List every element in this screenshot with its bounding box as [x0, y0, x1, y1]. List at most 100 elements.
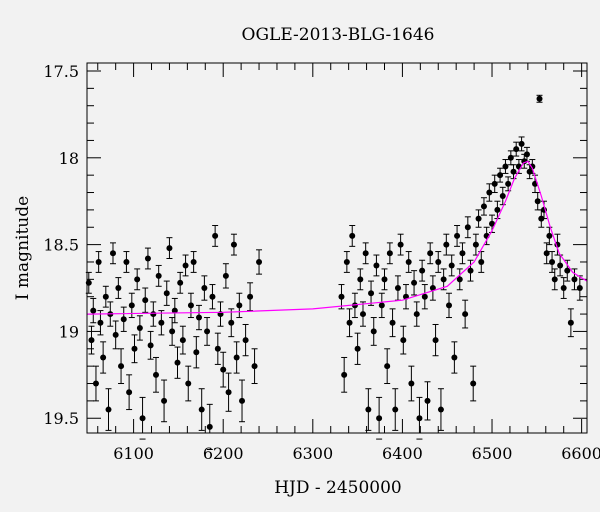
- data-point: [105, 388, 112, 431]
- point-marker: [102, 293, 109, 300]
- data-point: [150, 301, 157, 327]
- data-point: [370, 317, 377, 346]
- point-marker: [115, 285, 122, 292]
- data-point: [136, 315, 143, 341]
- point-marker: [225, 389, 232, 396]
- point-marker: [152, 371, 159, 378]
- point-marker: [242, 337, 249, 344]
- point-marker: [437, 406, 444, 413]
- data-point: [368, 280, 375, 306]
- data-point: [464, 216, 471, 239]
- point-marker: [564, 267, 571, 274]
- data-point: [155, 264, 162, 287]
- point-marker: [100, 354, 107, 361]
- point-marker: [182, 262, 189, 269]
- data-point: [435, 251, 442, 273]
- data-point: [126, 374, 133, 411]
- data-point: [343, 251, 350, 273]
- chart-title: OGLE-2013-BLG-1646: [242, 25, 435, 45]
- data-point: [247, 282, 254, 312]
- point-marker: [163, 290, 170, 297]
- data-point: [389, 308, 396, 338]
- y-axis-label: I magnitude: [13, 196, 33, 300]
- data-point: [131, 334, 138, 364]
- point-marker: [136, 324, 143, 331]
- data-point: [222, 263, 229, 289]
- point-marker: [212, 232, 219, 239]
- point-marker: [462, 311, 469, 318]
- point-marker: [491, 180, 498, 187]
- point-marker: [142, 297, 149, 304]
- point-marker: [105, 406, 112, 413]
- data-point: [161, 379, 168, 423]
- point-marker: [389, 319, 396, 326]
- point-marker: [251, 363, 258, 370]
- x-axis-label: HJD - 2450000: [274, 478, 402, 498]
- data-point: [185, 365, 192, 402]
- data-point: [204, 317, 211, 346]
- model-curve-group: [86, 160, 588, 315]
- data-point: [233, 341, 240, 374]
- data-point: [429, 275, 436, 301]
- point-marker: [239, 397, 246, 404]
- data-point: [225, 372, 232, 412]
- data-point: [217, 301, 224, 327]
- data-point: [109, 242, 116, 265]
- data-point: [123, 251, 130, 273]
- data-point: [158, 310, 165, 336]
- point-marker: [546, 232, 553, 239]
- point-marker: [551, 276, 558, 283]
- data-point: [497, 167, 504, 183]
- data-point: [177, 271, 184, 294]
- data-point: [427, 242, 434, 265]
- point-marker: [109, 250, 116, 257]
- point-marker: [155, 272, 162, 279]
- data-point: [507, 150, 514, 166]
- data-point: [448, 254, 455, 277]
- data-point: [201, 275, 208, 301]
- y-tick-label: 17.5: [43, 62, 79, 81]
- point-marker: [386, 250, 393, 257]
- data-point: [256, 249, 263, 275]
- point-marker: [440, 276, 447, 283]
- point-marker: [510, 168, 517, 175]
- point-marker: [341, 371, 348, 378]
- point-marker: [429, 285, 436, 292]
- point-marker: [150, 311, 157, 318]
- data-point: [90, 297, 97, 324]
- point-marker: [230, 241, 237, 248]
- data-point: [209, 284, 216, 310]
- point-marker: [359, 311, 366, 318]
- point-marker: [486, 189, 493, 196]
- data-point: [478, 251, 485, 273]
- point-marker: [161, 397, 168, 404]
- point-marker: [112, 331, 119, 338]
- point-marker: [459, 250, 466, 257]
- data-point: [214, 332, 221, 365]
- data-point: [480, 197, 487, 216]
- point-marker: [220, 366, 227, 373]
- data-point: [144, 247, 151, 270]
- x-tick-label: 6600: [561, 444, 600, 463]
- point-marker: [222, 272, 229, 279]
- point-marker: [413, 311, 420, 318]
- data-point: [193, 336, 200, 369]
- data-point: [491, 174, 498, 194]
- data-point: [228, 308, 235, 338]
- data-point: [190, 251, 197, 273]
- data-point: [451, 341, 458, 374]
- data-point: [543, 242, 550, 265]
- data-point: [502, 159, 509, 174]
- data-point: [384, 348, 391, 385]
- point-marker: [201, 285, 208, 292]
- data-point: [206, 403, 213, 450]
- data-point: [405, 251, 412, 273]
- data-point: [472, 233, 479, 256]
- data-point: [120, 306, 127, 332]
- point-marker: [464, 224, 471, 231]
- point-marker: [158, 319, 165, 326]
- data-point: [397, 233, 404, 256]
- point-marker: [343, 258, 350, 265]
- data-point: [236, 292, 243, 319]
- y-tick-label: 19: [59, 322, 79, 341]
